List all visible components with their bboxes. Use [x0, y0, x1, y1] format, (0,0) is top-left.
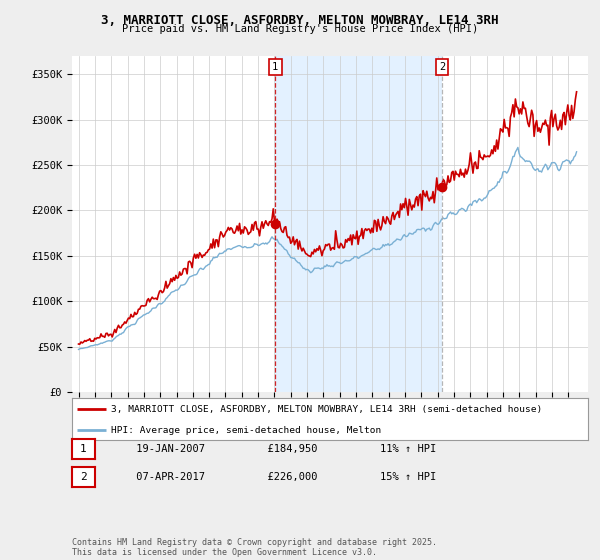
Bar [275, 56, 442, 392]
Text: 2: 2 [80, 472, 87, 482]
Text: Price paid vs. HM Land Registry's House Price Index (HPI): Price paid vs. HM Land Registry's House … [122, 24, 478, 34]
Text: 19-JAN-2007          £184,950          11% ↑ HPI: 19-JAN-2007 £184,950 11% ↑ HPI [105, 444, 436, 454]
Text: HPI: Average price, semi-detached house, Melton: HPI: Average price, semi-detached house,… [110, 426, 381, 435]
Text: Contains HM Land Registry data © Crown copyright and database right 2025.
This d: Contains HM Land Registry data © Crown c… [72, 538, 437, 557]
Text: 3, MARRIOTT CLOSE, ASFORDBY, MELTON MOWBRAY, LE14 3RH (semi-detached house): 3, MARRIOTT CLOSE, ASFORDBY, MELTON MOWB… [110, 405, 542, 414]
Text: 2: 2 [439, 62, 445, 72]
Text: 07-APR-2017          £226,000          15% ↑ HPI: 07-APR-2017 £226,000 15% ↑ HPI [105, 472, 436, 482]
Text: 1: 1 [272, 62, 278, 72]
Text: 3, MARRIOTT CLOSE, ASFORDBY, MELTON MOWBRAY, LE14 3RH: 3, MARRIOTT CLOSE, ASFORDBY, MELTON MOWB… [101, 14, 499, 27]
Text: 1: 1 [80, 444, 87, 454]
